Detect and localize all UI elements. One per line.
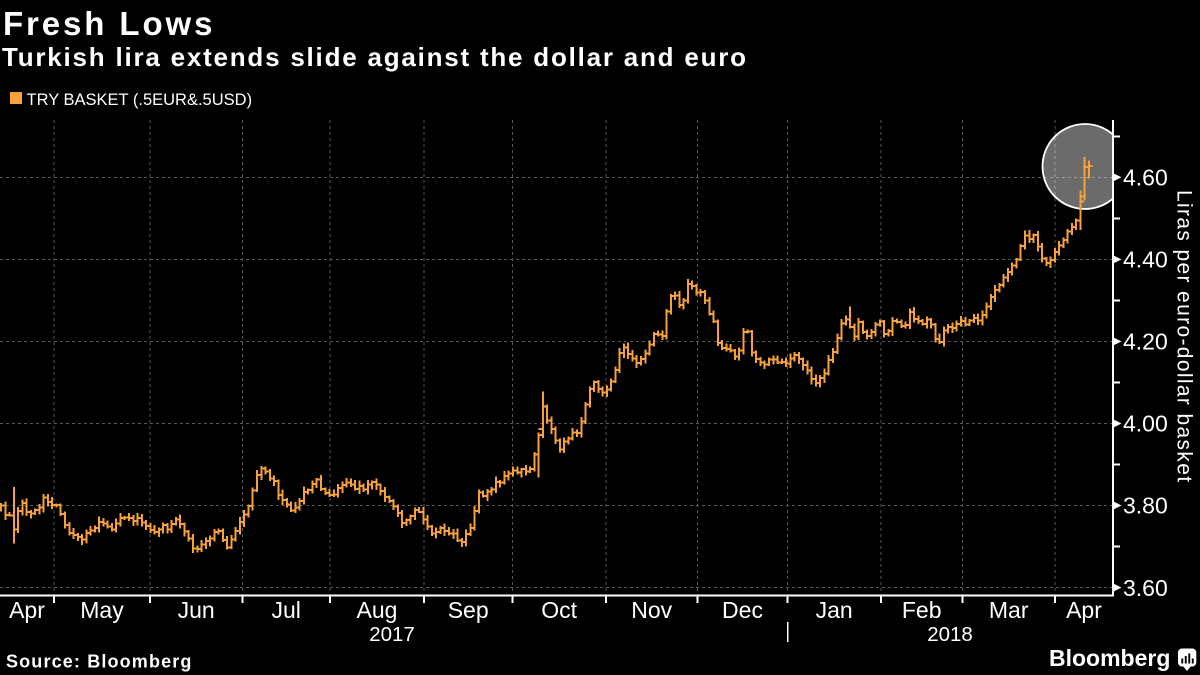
svg-text:Dec: Dec xyxy=(722,597,763,623)
svg-text:Jan: Jan xyxy=(816,597,853,623)
svg-text:2017: 2017 xyxy=(369,623,415,646)
svg-text:Source: Bloomberg: Source: Bloomberg xyxy=(6,652,193,672)
svg-text:May: May xyxy=(80,597,124,623)
svg-text:Aug: Aug xyxy=(357,597,398,623)
svg-text:Jul: Jul xyxy=(271,597,300,623)
svg-text:Turkish lira extends slide aga: Turkish lira extends slide against the d… xyxy=(2,42,748,72)
svg-text:Nov: Nov xyxy=(631,597,672,623)
svg-text:Liras per euro-dollar basket: Liras per euro-dollar basket xyxy=(1173,190,1196,483)
svg-text:3.80: 3.80 xyxy=(1123,493,1168,519)
svg-text:4.00: 4.00 xyxy=(1123,411,1168,437)
svg-text:Bloomberg: Bloomberg xyxy=(1049,645,1170,671)
svg-text:Mar: Mar xyxy=(989,597,1029,623)
svg-text:4.60: 4.60 xyxy=(1123,165,1168,191)
svg-text:Apr: Apr xyxy=(1066,597,1102,623)
svg-text:4.20: 4.20 xyxy=(1123,329,1168,355)
svg-text:Jun: Jun xyxy=(178,597,215,623)
svg-text:2018: 2018 xyxy=(927,623,973,646)
svg-text:Apr: Apr xyxy=(9,597,45,623)
svg-text:Fresh Lows: Fresh Lows xyxy=(3,5,215,42)
svg-text:Sep: Sep xyxy=(448,597,489,623)
svg-text:Feb: Feb xyxy=(902,597,942,623)
svg-text:3.60: 3.60 xyxy=(1123,575,1168,601)
svg-text:4.40: 4.40 xyxy=(1123,247,1168,273)
svg-text:Oct: Oct xyxy=(541,597,577,623)
svg-text:TRY BASKET (.5EUR&.5USD): TRY BASKET (.5EUR&.5USD) xyxy=(27,91,253,109)
